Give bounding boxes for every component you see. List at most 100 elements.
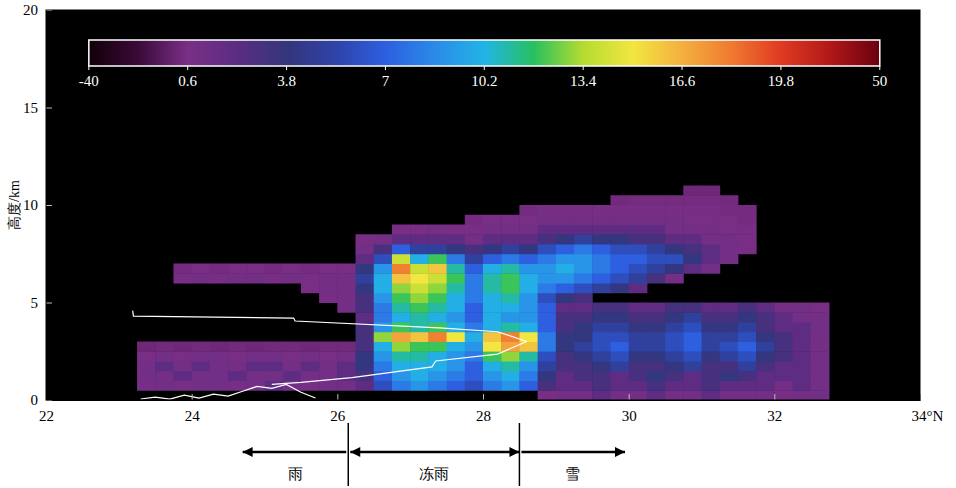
cell <box>447 283 466 293</box>
cell <box>683 381 702 391</box>
x-tick: 34°N <box>912 394 944 424</box>
cell <box>665 254 684 264</box>
cell <box>629 215 648 225</box>
cell <box>392 244 411 254</box>
cell <box>720 332 739 342</box>
arrow-head <box>350 447 360 457</box>
cell <box>811 322 830 332</box>
cell <box>556 244 575 254</box>
cell <box>683 332 702 342</box>
cell <box>155 342 174 352</box>
cell <box>392 234 411 244</box>
arrow-shaft <box>521 451 625 454</box>
cell <box>447 254 466 264</box>
cell <box>392 312 411 322</box>
cell <box>538 332 557 342</box>
cell <box>720 312 739 322</box>
cell <box>702 312 721 322</box>
cell <box>173 273 192 283</box>
cell <box>356 351 375 361</box>
cell <box>228 264 247 274</box>
cell <box>265 273 284 283</box>
cell <box>447 342 466 352</box>
cell <box>137 351 156 361</box>
cell <box>629 234 648 244</box>
cell <box>374 361 393 371</box>
cell <box>374 381 393 391</box>
cell <box>410 303 429 313</box>
cell <box>356 332 375 342</box>
cell <box>410 234 429 244</box>
cell <box>610 381 629 391</box>
cell <box>410 381 429 391</box>
cell <box>556 264 575 274</box>
cell <box>447 225 466 235</box>
cell <box>356 303 375 313</box>
cell <box>265 264 284 274</box>
colorbar-tick-label: -40 <box>79 73 99 89</box>
arrow-head <box>509 447 519 457</box>
colorbar: -400.63.8710.213.416.619.850 <box>79 40 887 89</box>
cell <box>647 312 666 322</box>
cell <box>683 205 702 215</box>
cell <box>683 234 702 244</box>
cell <box>811 390 830 400</box>
cell <box>629 254 648 264</box>
cell <box>538 283 557 293</box>
cell <box>683 371 702 381</box>
cell <box>337 293 356 303</box>
arrow-head <box>243 447 253 457</box>
cell <box>592 273 611 283</box>
cell <box>574 322 593 332</box>
cell <box>738 303 757 313</box>
cell <box>356 361 375 371</box>
cell <box>629 322 648 332</box>
cell <box>610 244 629 254</box>
cell <box>629 273 648 283</box>
x-tick-label: 22 <box>39 408 54 424</box>
x-tick-label: 30 <box>622 408 637 424</box>
y-tick: 15 <box>23 100 52 116</box>
plot-frame <box>46 10 920 400</box>
cell <box>265 371 284 381</box>
x-tick: 32 <box>767 394 782 424</box>
cell <box>483 273 502 283</box>
cell <box>428 273 447 283</box>
cell <box>319 264 338 274</box>
cell <box>629 312 648 322</box>
cell <box>228 342 247 352</box>
cell <box>665 244 684 254</box>
cell <box>665 390 684 400</box>
y-tick-mark <box>46 303 52 304</box>
cell <box>137 342 156 352</box>
cell <box>756 322 775 332</box>
cell <box>173 361 192 371</box>
colorbar-tick-label: 10.2 <box>471 73 497 89</box>
cell <box>756 381 775 391</box>
cell <box>811 312 830 322</box>
cell <box>228 273 247 283</box>
x-tick-mark <box>629 394 630 400</box>
y-tick-mark <box>46 108 52 109</box>
cell <box>738 205 757 215</box>
cell <box>556 332 575 342</box>
cell <box>647 332 666 342</box>
cell <box>246 273 265 283</box>
cell <box>501 293 520 303</box>
cell <box>683 244 702 254</box>
cell <box>592 312 611 322</box>
cell <box>592 264 611 274</box>
cell <box>501 264 520 274</box>
cell <box>392 322 411 332</box>
cell <box>738 225 757 235</box>
cell <box>610 332 629 342</box>
cell <box>683 186 702 196</box>
colorbar-tick <box>484 66 485 70</box>
cell <box>519 254 538 264</box>
cell <box>592 215 611 225</box>
cell <box>592 254 611 264</box>
cell <box>483 312 502 322</box>
y-tick: 10 <box>23 197 52 213</box>
cell <box>811 342 830 352</box>
cell <box>519 361 538 371</box>
